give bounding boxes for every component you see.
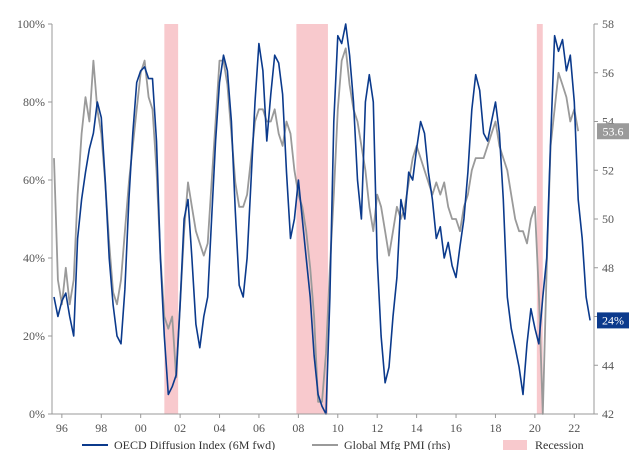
pmi-end-label: 53.6 <box>603 124 624 138</box>
series-lines <box>53 23 591 415</box>
x-tick-label: 22 <box>568 421 580 435</box>
end-labels: 24% 53.6 <box>597 123 629 329</box>
legend-label: Global Mfg PMI (rhs) <box>344 438 450 450</box>
x-tick-label: 06 <box>253 421 265 435</box>
y-right-tick-label: 48 <box>602 261 614 275</box>
y-left-tick-label: 0% <box>29 407 45 421</box>
x-tick-label: 08 <box>292 421 304 435</box>
y-right-tick-label: 56 <box>602 66 614 80</box>
legend-swatch <box>503 440 527 450</box>
x-tick-label: 98 <box>95 421 107 435</box>
recession-shading <box>164 24 543 414</box>
x-tick-label: 20 <box>529 421 541 435</box>
series-oecd-diffusion-line <box>53 23 591 415</box>
y-right-tick-label: 44 <box>602 358 614 372</box>
x-tick-label: 96 <box>56 421 68 435</box>
legend: OECD Diffusion Index (6M fwd) Global Mfg … <box>82 438 584 450</box>
recession-band <box>536 24 543 414</box>
x-tick-label: 14 <box>411 421 423 435</box>
legend-label: Recession <box>535 438 584 450</box>
oecd-end-badge <box>597 312 629 329</box>
y-right-tick-label: 58 <box>602 17 614 31</box>
pmi-end-badge <box>597 123 629 140</box>
y-left-tick-label: 20% <box>23 329 45 343</box>
x-tick-label: 18 <box>489 421 501 435</box>
y-left-tick-label: 80% <box>23 95 45 109</box>
x-tick-label: 00 <box>135 421 147 435</box>
x-tick-label: 02 <box>174 421 186 435</box>
x-tick-label: 12 <box>371 421 383 435</box>
y-left-tick-label: 40% <box>23 251 45 265</box>
x-tick-label: 16 <box>450 421 462 435</box>
y-left-tick-label: 60% <box>23 173 45 187</box>
y-right-tick-label: 52 <box>602 163 614 177</box>
y-right-tick-label: 42 <box>602 407 614 421</box>
recession-band <box>164 24 179 414</box>
x-tick-label: 10 <box>332 421 344 435</box>
oecd-end-label: 24% <box>602 313 624 327</box>
x-tick-label: 04 <box>214 421 226 435</box>
legend-label: OECD Diffusion Index (6M fwd) <box>114 438 275 450</box>
recession-band <box>296 24 328 414</box>
axes: 0%20%40%60%80%100%4244464850525456589698… <box>17 17 614 435</box>
y-left-tick-label: 100% <box>17 17 45 31</box>
y-right-tick-label: 50 <box>602 212 614 226</box>
